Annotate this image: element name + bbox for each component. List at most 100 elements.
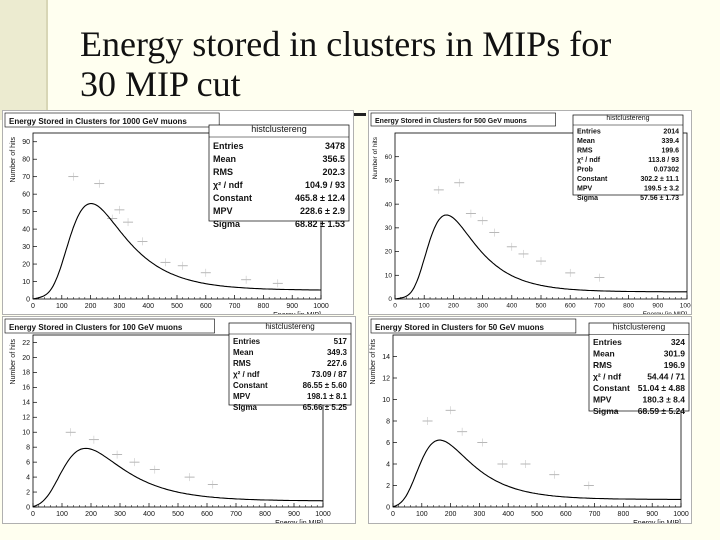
x-tick-label: 700 bbox=[229, 303, 241, 310]
x-tick-label: 500 bbox=[172, 511, 184, 518]
histogram-plot-50gev: Energy Stored in Clusters for 50 GeV muo… bbox=[370, 318, 690, 523]
x-tick-label: 100 bbox=[416, 511, 428, 518]
chart-title: Energy Stored in Clusters for 50 GeV muo… bbox=[375, 323, 544, 332]
x-tick-label: 500 bbox=[531, 511, 543, 518]
x-tick-label: 300 bbox=[474, 511, 486, 518]
stats-value: 196.9 bbox=[664, 360, 686, 370]
x-tick-label: 800 bbox=[623, 303, 634, 310]
x-tick-label: 800 bbox=[259, 511, 271, 518]
x-tick-label: 900 bbox=[288, 511, 300, 518]
x-tick-label: 300 bbox=[477, 303, 488, 310]
stats-value: 73.09 / 87 bbox=[311, 370, 347, 379]
stats-value: 199.5 ± 3.2 bbox=[644, 186, 679, 193]
stats-box bbox=[228, 322, 352, 406]
y-tick-label: 4 bbox=[386, 461, 390, 468]
histogram-name: histclustereng bbox=[613, 322, 666, 332]
y-tick-label: 50 bbox=[385, 178, 393, 185]
x-tick-label: 100 bbox=[419, 303, 430, 310]
stats-value: 3478 bbox=[325, 141, 345, 151]
x-tick-label: 0 bbox=[393, 303, 397, 310]
stats-label: MPV bbox=[593, 395, 612, 405]
slide-title-line-1: Energy stored in clusters in MIPs for bbox=[80, 24, 612, 64]
x-tick-label: 100 bbox=[56, 511, 68, 518]
stats-value: 227.6 bbox=[327, 359, 348, 368]
x-tick-label: 700 bbox=[594, 303, 605, 310]
stats-value: 68.82 ± 1.53 bbox=[295, 219, 345, 229]
stats-value: 356.5 bbox=[322, 154, 345, 164]
histogram-panel-50gev: Energy Stored in Clusters for 50 GeV muo… bbox=[368, 316, 692, 524]
x-tick-label: 400 bbox=[142, 303, 154, 310]
stats-label: Mean bbox=[213, 154, 236, 164]
stats-value: 65.66 ± 5.25 bbox=[303, 403, 348, 412]
stats-value: 198.1 ± 8.1 bbox=[307, 392, 348, 401]
stats-value: 104.9 / 93 bbox=[305, 180, 345, 190]
landau-fit-curve bbox=[32, 447, 323, 508]
x-tick-label: 100 bbox=[56, 303, 68, 310]
y-tick-label: 20 bbox=[22, 261, 30, 268]
histogram-panel-1000gev: Energy Stored in Clusters for 1000 GeV m… bbox=[2, 110, 354, 315]
y-tick-label: 6 bbox=[26, 459, 30, 466]
x-tick-label: 500 bbox=[171, 303, 183, 310]
stats-label: Entries bbox=[593, 337, 622, 347]
y-tick-label: 90 bbox=[22, 139, 30, 146]
chart-title-box bbox=[370, 318, 577, 334]
stats-label: Mean bbox=[577, 138, 595, 145]
y-tick-label: 0 bbox=[26, 296, 30, 303]
y-tick-label: 30 bbox=[22, 244, 30, 251]
y-axis-label: Number of hits bbox=[372, 136, 379, 179]
y-tick-label: 14 bbox=[382, 354, 390, 361]
stats-label: MPV bbox=[577, 186, 593, 193]
x-tick-label: 200 bbox=[448, 303, 459, 310]
stats-box bbox=[208, 124, 350, 222]
stats-box bbox=[588, 322, 690, 412]
stats-label: Entries bbox=[577, 129, 601, 136]
y-tick-label: 4 bbox=[26, 474, 30, 481]
y-tick-label: 0 bbox=[386, 504, 390, 511]
y-tick-label: 14 bbox=[22, 400, 30, 407]
x-axis-label: Energy [in MIP] bbox=[643, 311, 688, 314]
stats-label: MPV bbox=[213, 206, 233, 216]
stats-label: Constant bbox=[233, 381, 268, 390]
y-tick-label: 18 bbox=[22, 370, 30, 377]
stats-value: 51.04 ± 4.88 bbox=[638, 383, 685, 393]
y-tick-label: 60 bbox=[385, 154, 393, 161]
histogram-plot-1000gev: Energy Stored in Clusters for 1000 GeV m… bbox=[4, 112, 350, 314]
stats-label: Constant bbox=[213, 193, 252, 203]
stats-label: Prob bbox=[577, 167, 593, 174]
chart-title: Energy Stored in Clusters for 500 GeV mu… bbox=[375, 118, 527, 125]
stats-value: 2014 bbox=[663, 129, 679, 136]
stats-box bbox=[572, 114, 684, 196]
y-tick-label: 8 bbox=[26, 445, 30, 452]
y-tick-label: 60 bbox=[22, 191, 30, 198]
x-tick-label: 400 bbox=[502, 511, 514, 518]
stats-label: χ² / ndf bbox=[233, 370, 260, 379]
stats-label: χ² / ndf bbox=[577, 157, 601, 164]
y-tick-label: 16 bbox=[22, 385, 30, 392]
y-tick-label: 0 bbox=[26, 504, 30, 511]
x-axis-label: Energy [in MIP] bbox=[275, 520, 323, 523]
title-underline-mark bbox=[352, 113, 366, 116]
slide-title: Energy stored in clusters in MIPs for 30… bbox=[80, 24, 700, 104]
y-tick-label: 70 bbox=[22, 174, 30, 181]
x-tick-label: 600 bbox=[201, 511, 213, 518]
x-tick-label: 900 bbox=[286, 303, 298, 310]
side-decoration-bar bbox=[0, 0, 46, 120]
y-tick-label: 12 bbox=[22, 415, 30, 422]
stats-value: 113.8 / 93 bbox=[648, 157, 679, 164]
y-tick-label: 12 bbox=[382, 375, 390, 382]
stats-value: 339.4 bbox=[661, 138, 679, 145]
stats-label: Sigma bbox=[577, 195, 598, 202]
stats-label: Constant bbox=[577, 176, 608, 183]
stats-value: 301.9 bbox=[664, 349, 686, 359]
y-tick-label: 0 bbox=[388, 296, 392, 303]
x-tick-label: 1000 bbox=[673, 511, 689, 518]
x-tick-label: 200 bbox=[85, 511, 97, 518]
chart-title-box bbox=[4, 318, 215, 334]
stats-value: 517 bbox=[334, 337, 348, 346]
x-axis-label: Energy [in MIP] bbox=[273, 312, 321, 314]
y-tick-label: 50 bbox=[22, 209, 30, 216]
stats-value: 86.55 ± 5.60 bbox=[303, 381, 348, 390]
stats-value: 302.2 ± 11.1 bbox=[641, 176, 680, 183]
y-tick-label: 10 bbox=[22, 430, 30, 437]
stats-label: Entries bbox=[233, 337, 261, 346]
